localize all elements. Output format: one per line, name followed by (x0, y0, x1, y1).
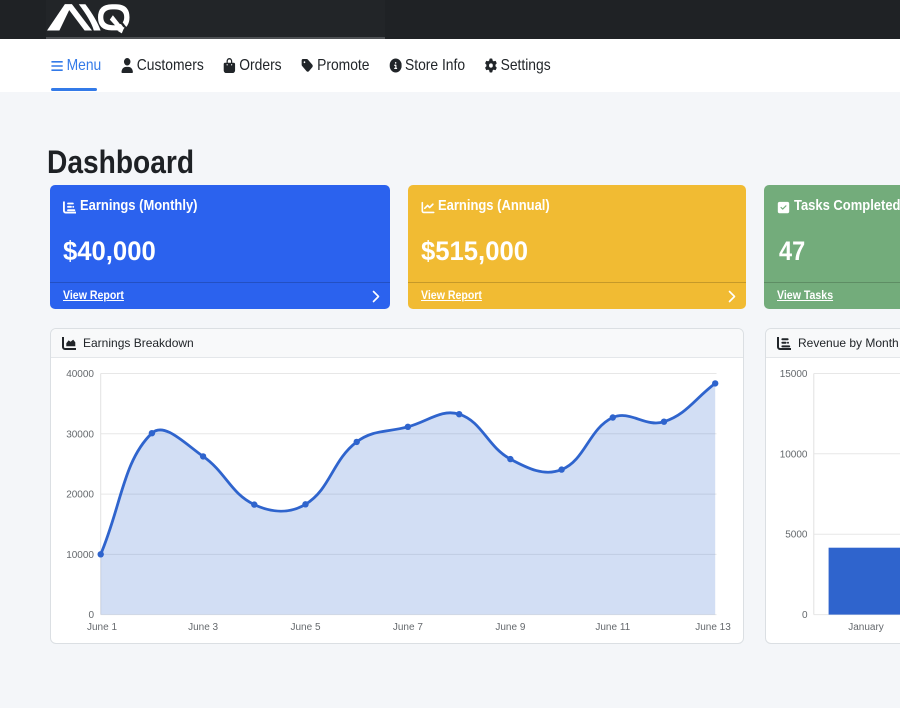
svg-text:June 1: June 1 (87, 622, 117, 633)
svg-text:June 11: June 11 (595, 622, 630, 633)
svg-text:0: 0 (802, 610, 808, 621)
svg-text:June 13: June 13 (695, 622, 731, 633)
svg-text:June 9: June 9 (495, 622, 525, 633)
svg-text:January: January (848, 622, 884, 633)
svg-text:15000: 15000 (780, 369, 808, 380)
svg-text:5000: 5000 (785, 530, 808, 541)
svg-text:0: 0 (88, 610, 94, 621)
svg-text:40000: 40000 (66, 369, 94, 380)
svg-text:30000: 30000 (66, 429, 94, 440)
svg-text:20000: 20000 (66, 490, 94, 501)
svg-text:June 3: June 3 (188, 622, 218, 633)
svg-text:June 5: June 5 (290, 622, 320, 633)
svg-text:10000: 10000 (66, 550, 94, 561)
svg-text:10000: 10000 (780, 449, 808, 460)
svg-text:June 7: June 7 (393, 622, 423, 633)
